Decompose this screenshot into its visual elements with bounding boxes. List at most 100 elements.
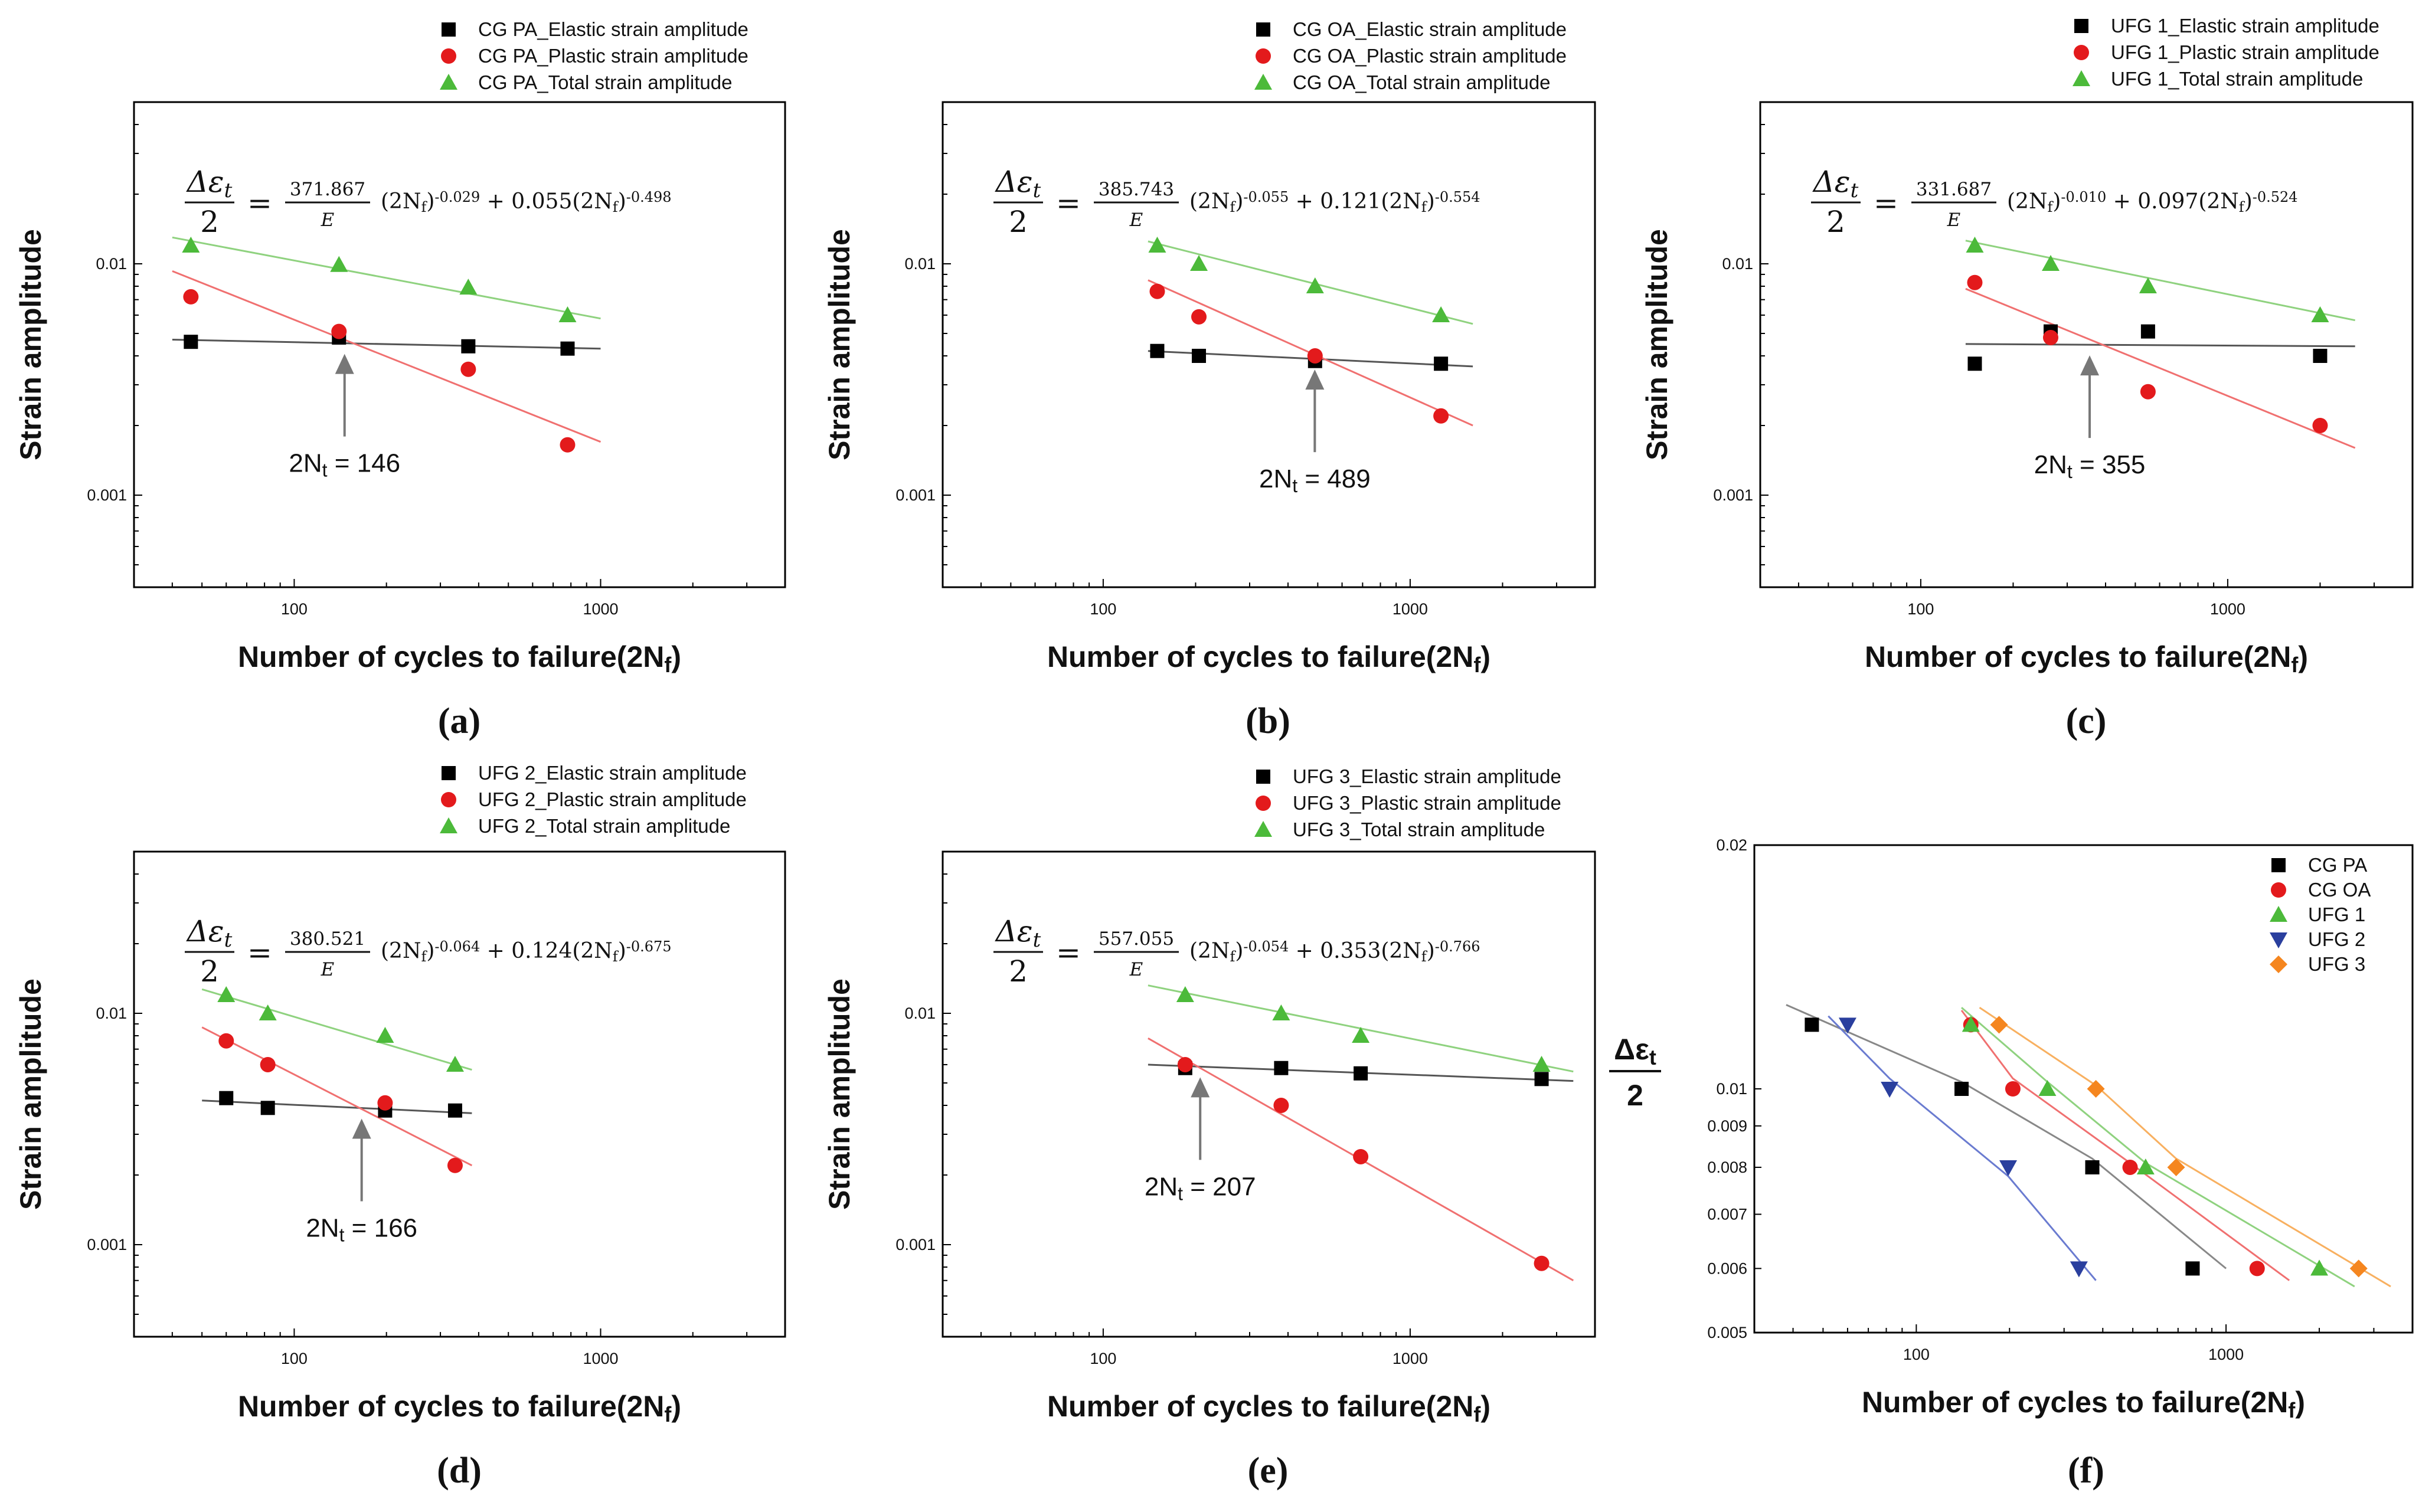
data-point-f-2-0: [1962, 1016, 1980, 1032]
panel-label-d: (d): [437, 1451, 482, 1491]
y-tick-label-f: 0.006: [1707, 1259, 1747, 1277]
transition-arrow-head-e: [1191, 1077, 1210, 1098]
data-point-f-1-2: [2122, 1159, 2138, 1175]
series-c-1: [1967, 274, 2328, 433]
equation-coef-den: E: [1129, 959, 1143, 980]
eq-t1-exp: -0.064: [434, 938, 480, 955]
eq-t2-exp: -0.554: [1435, 189, 1480, 205]
eq-plus: +: [2106, 189, 2137, 214]
x-axis-label-d: Number of cycles to failure(2Nf): [238, 1390, 681, 1426]
equation-delta-sub: t: [1033, 179, 1041, 202]
data-point-d-2-0: [217, 986, 236, 1002]
legend-label-f-2: UFG 1: [2308, 904, 2365, 925]
data-point-d-2-1: [259, 1004, 277, 1020]
data-point-f-3-2: [1999, 1160, 2018, 1176]
equation-lhs-den: 2: [200, 954, 219, 989]
eq-t2-open: (2N: [2198, 189, 2238, 214]
legend-label-c-2: UFG 1_Total strain amplitude: [2111, 68, 2363, 90]
eq-t2-open: (2N: [572, 189, 612, 214]
eq-t1-exp: -0.054: [1243, 938, 1289, 955]
data-point-f-4-2: [2167, 1158, 2185, 1176]
y-tick-label-d: 0.01: [96, 1004, 127, 1022]
legend-d: UFG 2_Elastic strain amplitude UFG 2_Plas…: [440, 762, 747, 837]
legend-b: CG OA_Elastic strain amplitude CG OA_Plas…: [1254, 18, 1567, 93]
eq-t2-exp: -0.675: [626, 938, 672, 955]
legend-marker-b-2: [1254, 74, 1272, 90]
x-tick-label-d: 1000: [583, 1350, 618, 1367]
legend-marker-b-0: [1256, 22, 1270, 37]
eq-t2-close: ): [1427, 189, 1435, 214]
eq-plus: +: [1289, 939, 1320, 963]
legend-label-d-2: UFG 2_Total strain amplitude: [478, 815, 730, 837]
data-point-b-2-0: [1148, 236, 1166, 253]
legend-label-e-2: UFG 3_Total strain amplitude: [1293, 819, 1545, 840]
eq-t2-close: ): [618, 939, 626, 963]
data-point-d-0-1: [260, 1101, 275, 1115]
series-f-4: [1990, 1016, 2368, 1278]
x-tick-label-a: 100: [281, 600, 308, 618]
y-axis-label-num-f: Δεt: [1614, 1033, 1656, 1069]
panels: 100 1000 0.001 0.01 Number of cycles to fail…: [14, 15, 2414, 1491]
y-axis-label-delta: Δε: [1614, 1033, 1649, 1066]
x-axis-label-text: Number of cycles to failure(2N: [1865, 640, 2291, 673]
fit-line-d-0: [202, 1099, 472, 1114]
transition-label-d: 2Nt = 166: [306, 1213, 417, 1245]
data-point-f-3-0: [1838, 1017, 1856, 1034]
eq-t1-sub: f: [2047, 199, 2054, 215]
fit-lines-f: [1786, 1004, 2391, 1288]
panel-f: 100 1000 0.005 0.006 0.007 0.008 0.009 0.01 0.02…: [1609, 836, 2414, 1491]
data-point-e-1-1: [1273, 1097, 1289, 1113]
y-tick-label-a: 0.01: [96, 255, 127, 273]
equation-equals: =: [1874, 186, 1898, 220]
equation-rhs: (2Nf)-0.054 + 0.353(2Nf)-0.766: [1189, 938, 1480, 965]
equation-coef-den: E: [1947, 210, 1961, 231]
data-point-d-1-0: [218, 1033, 234, 1049]
equation-equals: =: [247, 186, 272, 220]
legend-marker-a-2: [440, 74, 457, 90]
data-point-f-4-0: [1990, 1016, 2008, 1034]
data-point-d-1-2: [377, 1095, 393, 1111]
x-tick-label-c: 1000: [2210, 600, 2245, 618]
series-f-0: [1805, 1017, 2200, 1276]
x-axis-label-sub: f: [664, 1402, 672, 1426]
fit-line-a-1: [172, 270, 602, 443]
transition-label-value: = 355: [2073, 450, 2146, 479]
data-point-b-1-0: [1149, 283, 1165, 299]
eq-coef2: 0.097: [2137, 189, 2198, 214]
panel-label-b: (b): [1246, 701, 1290, 741]
panel-e: 100 1000 0.001 0.01 Number of cycles to fail…: [823, 765, 1596, 1491]
data-point-e-0-3: [1534, 1072, 1549, 1086]
data-point-a-2-2: [459, 279, 478, 295]
series-c-2: [1966, 236, 2329, 322]
equation-lhs-num: Δεt: [995, 914, 1041, 952]
eq-t1-exp: -0.029: [434, 189, 480, 205]
fit-line-c-0: [1965, 343, 2355, 348]
equation-lhs-den: 2: [200, 205, 219, 239]
y-tick-label-a: 0.001: [87, 486, 127, 504]
equation-lhs-den: 2: [1009, 205, 1028, 239]
x-axis-label-sub: f: [2288, 1398, 2296, 1422]
equation-delta-eps: Δε: [1812, 165, 1851, 199]
legend-label-f-0: CG PA: [2308, 854, 2367, 876]
series-d-2: [217, 986, 464, 1072]
x-axis-label-text: Number of cycles to failure(2N: [1047, 1390, 1473, 1423]
data-point-b-1-1: [1191, 309, 1207, 325]
data-point-d-0-0: [219, 1091, 234, 1105]
transition-label-value: = 489: [1297, 464, 1371, 493]
equation-delta-eps: Δε: [186, 165, 224, 199]
x-axis-label-sub: f: [664, 653, 672, 677]
panel-label-f: (f): [2068, 1451, 2104, 1491]
legend-marker-e-1: [1256, 796, 1271, 811]
equation-coef: 371.867: [290, 179, 365, 200]
legend-marker-a-1: [441, 48, 456, 64]
legend-label-b-0: CG OA_Elastic strain amplitude: [1293, 18, 1567, 40]
x-axis-label-text: Number of cycles to failure(2N: [1047, 640, 1473, 673]
fit-lines-a: [172, 236, 602, 443]
equation-delta-eps: Δε: [995, 914, 1033, 948]
fit-lines-d: [201, 988, 473, 1167]
data-point-f-3-1: [1881, 1082, 1899, 1098]
legend-marker-f-0: [2271, 858, 2286, 872]
data-point-a-2-1: [330, 256, 348, 272]
legend-label-d-1: UFG 2_Plastic strain amplitude: [478, 788, 747, 810]
